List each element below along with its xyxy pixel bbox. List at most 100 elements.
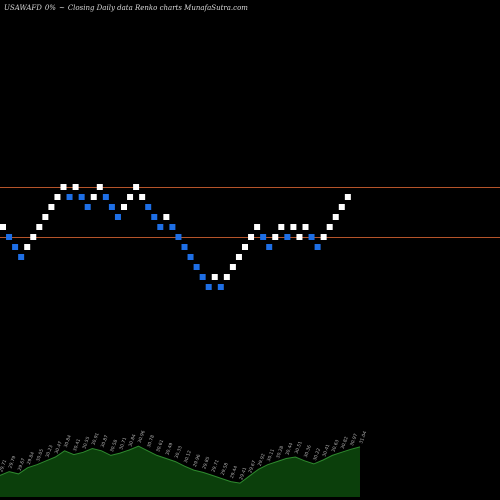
volume-value-label: 30.97	[349, 433, 359, 447]
renko-brick-up	[24, 244, 31, 250]
chart-header: USAWAFD 0% ~ Closing Daily data Renko chart…	[4, 2, 496, 14]
renko-brick-up	[254, 224, 261, 230]
renko-brick-up	[60, 184, 67, 190]
renko-brick-down	[6, 234, 13, 240]
volume-value-label: 30.58	[109, 439, 119, 453]
renko-brick-up	[326, 224, 333, 230]
renko-brick-up	[96, 184, 103, 190]
renko-brick-up	[163, 214, 170, 220]
renko-brick-down	[266, 244, 273, 250]
renko-brick-down	[187, 254, 194, 260]
renko-brick-up	[290, 224, 297, 230]
volume-value-label: 30.84	[63, 434, 73, 448]
renko-brick-down	[145, 204, 152, 210]
renko-brick-up	[42, 214, 49, 220]
volume-value-label: 30.47	[54, 440, 64, 454]
change-label: 0%	[44, 4, 56, 12]
renko-brick-down	[151, 214, 158, 220]
volume-value-label: 29.92	[257, 453, 267, 467]
volume-value-label: 29.84	[26, 451, 36, 465]
renko-brick-down	[205, 284, 212, 290]
renko-brick-up	[72, 184, 79, 190]
renko-brick-down	[308, 234, 315, 240]
volume-value-label: 29.67	[247, 460, 257, 474]
volume-line	[0, 445, 361, 484]
renko-brick-up	[211, 274, 218, 280]
volume-value-label: 30.36	[303, 444, 313, 458]
renko-brick-up	[133, 184, 140, 190]
volume-value-label: 30.71	[118, 436, 128, 450]
volume-value-label: 29.44	[229, 465, 239, 479]
renko-brick-down	[66, 194, 73, 200]
volume-value-label: 30.91	[91, 432, 101, 446]
renko-brick-down	[157, 224, 164, 230]
volume-value-label: 30.41	[72, 438, 82, 452]
volume-value-label: 30.41	[321, 443, 331, 457]
renko-brick-down	[78, 194, 85, 200]
volume-value-label: 29.71	[211, 459, 221, 473]
renko-brick-up	[272, 234, 279, 240]
renko-brick-up	[338, 204, 345, 210]
volume-value-label: 30.96	[137, 430, 147, 444]
volume-value-label: 30.23	[44, 444, 54, 458]
volume-value-label: 29.67	[17, 457, 27, 471]
volume-value-label: 30.12	[183, 450, 193, 464]
volume-value-label: 30.22	[312, 447, 322, 461]
volume-value-label: 30.87	[100, 434, 110, 448]
volume-value-label: 29.58	[220, 462, 230, 476]
renko-brick-up	[242, 244, 248, 250]
renko-brick-up	[54, 194, 61, 200]
renko-brick-up	[296, 234, 303, 240]
volume-value-label: 29.85	[201, 456, 211, 470]
reference-lines	[0, 187, 500, 238]
renko-brick-up	[320, 234, 327, 240]
volume-value-label: 29.79	[7, 455, 17, 469]
renko-brick-up	[344, 194, 351, 200]
volume-value-label: 30.78	[146, 434, 156, 448]
renko-brick-down	[18, 254, 25, 260]
renko-brick-down	[84, 204, 91, 210]
volume-value-label: 30.51	[294, 440, 304, 454]
renko-brick-up	[235, 254, 242, 260]
renko-brick-up	[139, 194, 146, 200]
renko-brick-down	[175, 234, 182, 240]
renko-brick-down	[314, 244, 321, 250]
renko-brick-up	[332, 214, 339, 220]
renko-brick-down	[102, 194, 109, 200]
renko-brick-up	[30, 234, 37, 240]
renko-brick-down	[199, 274, 206, 280]
renko-brick-up	[248, 234, 255, 240]
volume-value-label: 30.05	[35, 448, 45, 462]
renko-brick-down	[193, 264, 200, 270]
volume-value-label: 30.44	[284, 442, 294, 456]
renko-brick-down	[181, 244, 188, 250]
volume-value-label: 31.04	[358, 430, 368, 444]
renko-brick-up	[36, 224, 43, 230]
volume-value-label: 29.71	[0, 459, 8, 473]
renko-brick-up	[127, 194, 134, 200]
volume-value-label: 30.61	[155, 439, 165, 453]
volume-value-label: 30.63	[331, 439, 341, 453]
volume-area	[0, 446, 360, 497]
renko-brick-down	[108, 204, 115, 210]
renko-brick-down	[169, 224, 176, 230]
renko-brick-down	[12, 244, 19, 250]
volume-value-label: 30.55	[81, 436, 91, 450]
volume-value-label: 30.82	[340, 436, 350, 450]
volume-panel: 29.71 29.79 29.67 29.84 30.05 30.23 30.47 30.84…	[0, 430, 368, 497]
renko-brick-down	[284, 234, 291, 240]
renko-brick-down	[260, 234, 267, 240]
volume-value-label: 30.33	[174, 445, 184, 459]
volume-value-label: 30.84	[127, 433, 137, 447]
renko-brick-up	[302, 224, 309, 230]
renko-brick-up	[121, 204, 127, 210]
volume-value-label: 30.28	[275, 445, 285, 459]
renko-brick-up	[0, 224, 6, 230]
renko-brick-up	[229, 264, 236, 270]
renko-brick-down	[217, 284, 224, 290]
renko-brick-up	[278, 224, 285, 230]
renko-brick-up	[48, 204, 55, 210]
renko-brick-down	[114, 214, 121, 220]
